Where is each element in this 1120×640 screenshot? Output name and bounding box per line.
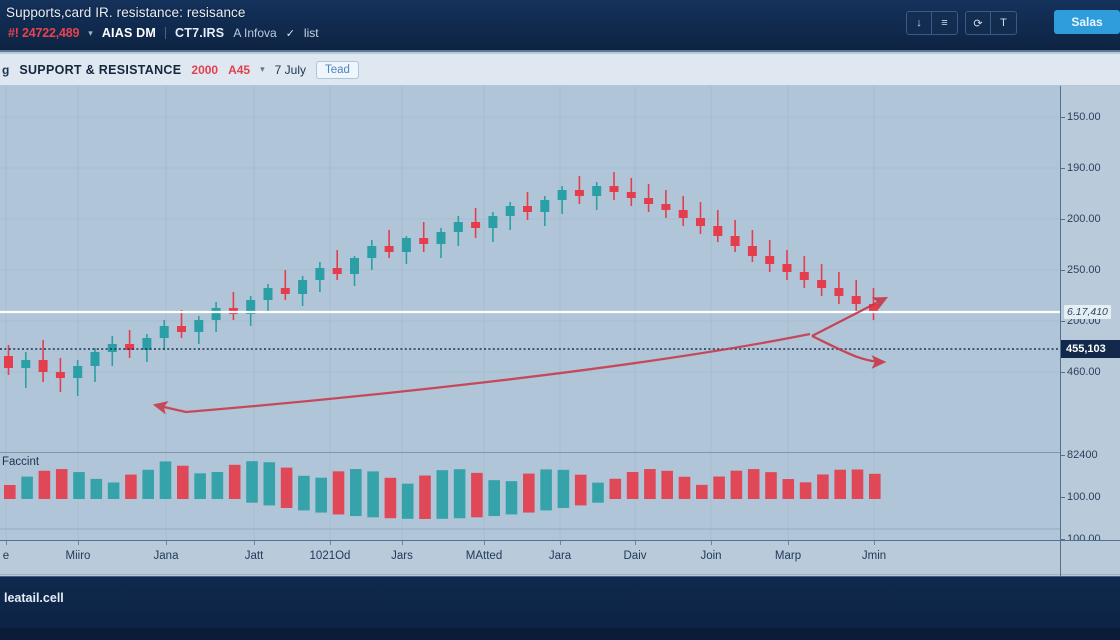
axis-tick-mark [874, 541, 875, 545]
tool-group-left: ↓ ≡ [906, 11, 958, 35]
time-axis-label: Join [700, 550, 722, 562]
price-axis-label: 200.00 [1067, 213, 1101, 225]
chart-subtoolbar: g SUPPORT & RESISTANCE 2000 A45 ▾ 7 July… [0, 54, 1120, 86]
time-axis-label: Jmin [861, 550, 887, 562]
subbar-chip-button[interactable]: Tead [316, 60, 359, 79]
text-icon[interactable]: T [1000, 17, 1007, 29]
axis-tick-mark [484, 541, 485, 545]
time-axis-label: Marp [774, 550, 802, 562]
instrument-symbol[interactable]: AIAS DM [101, 26, 156, 40]
price-axis-label: 250.00 [1067, 264, 1101, 276]
status-bottom-strip [0, 628, 1120, 640]
chevron-down-icon[interactable]: ▾ [260, 64, 265, 74]
price-axis[interactable]: 175.00150.00190.00200.00250.00200.00460.… [1060, 60, 1120, 545]
axis-tick-mark [1061, 539, 1065, 540]
current-price-tag[interactable]: 455,103 [1061, 340, 1120, 358]
subbar-prefix: g [2, 62, 10, 77]
axis-corner [1060, 540, 1120, 576]
volume-pane: Faccint [0, 452, 1060, 540]
axis-tick-mark [330, 541, 331, 545]
primary-action-button[interactable]: Salas [1054, 10, 1120, 34]
price-pane [0, 86, 1060, 452]
header-alt-text: A Infova [233, 26, 277, 40]
tool-group-right: ⟳ T [965, 11, 1017, 35]
axis-tick-mark [1061, 219, 1065, 220]
time-axis[interactable]: e Miiro Jana Jatt 1021Od Jars MAtted Jara Daiv Jo… [0, 540, 1120, 576]
subbar-date[interactable]: 7 July [274, 62, 306, 77]
axis-tick-mark [1061, 455, 1065, 456]
page-title: Supports,card IR. resistance: resisance [6, 5, 246, 20]
instrument-price: #! 24722,489 [8, 26, 80, 40]
axis-tick-mark [1061, 270, 1065, 271]
price-axis-label: 100.00 [1067, 491, 1101, 503]
list-icon[interactable]: ≡ [941, 17, 948, 29]
axis-tick-mark [711, 541, 712, 545]
time-axis-label: Jara [548, 550, 572, 562]
price-axis-label: 150.00 [1067, 111, 1101, 123]
status-text: leatail.cell [4, 591, 64, 605]
axis-tick-mark [1061, 497, 1065, 498]
axis-tick-mark [788, 541, 789, 545]
resistance-price-tag[interactable]: 6.17,410 [1064, 305, 1111, 319]
instrument-symbol-secondary[interactable]: CT7.IRS [175, 26, 225, 40]
price-axis-label: 460.00 [1067, 366, 1101, 378]
chevron-down-icon[interactable]: ▾ [88, 27, 93, 38]
volume-histogram [0, 453, 1060, 540]
axis-separator [0, 574, 1120, 575]
header-toolbar: ↓ ≡ ⟳ T [906, 11, 1024, 35]
volume-pane-label: Faccint [2, 456, 40, 468]
time-axis-label: Jatt [244, 550, 264, 562]
time-axis-label: Jana [153, 550, 179, 562]
header-list-label[interactable]: list [303, 26, 319, 40]
price-axis-label: 82400 [1067, 449, 1098, 461]
header-instrument-row: #! 24722,489 ▾ AIAS DM CT7.IRS A Infova … [8, 26, 319, 40]
divider [165, 27, 166, 39]
axis-tick-mark [78, 541, 79, 545]
status-bar: leatail.cell [0, 576, 1120, 640]
time-axis-label: Miiro [65, 550, 91, 562]
time-axis-label: Daiv [623, 550, 647, 562]
axis-tick-mark [560, 541, 561, 545]
axis-tick-mark [402, 541, 403, 545]
price-axis-label: 190.00 [1067, 162, 1101, 174]
axis-tick-mark [635, 541, 636, 545]
axis-tick-mark [1061, 372, 1065, 373]
time-axis-label: 1021Od [309, 550, 351, 562]
refresh-icon[interactable]: ⟳ [966, 12, 991, 34]
check-icon: ✓ [285, 27, 295, 40]
axis-tick-mark [1061, 321, 1065, 322]
app-header: Supports,card IR. resistance: resisance … [0, 0, 1120, 52]
candlestick-plot [0, 86, 1060, 452]
axis-tick-mark [6, 541, 7, 545]
chart-canvas[interactable]: Faccint [0, 86, 1060, 540]
axis-tick-mark [254, 541, 255, 545]
subbar-code[interactable]: A45 [228, 62, 251, 77]
time-axis-label: e [2, 550, 10, 562]
download-icon[interactable]: ↓ [907, 12, 932, 34]
chart-title: SUPPORT & RESISTANCE [19, 62, 182, 77]
axis-tick-mark [1061, 117, 1065, 118]
time-axis-label: MAtted [465, 550, 503, 562]
subbar-number: 2000 [191, 62, 219, 77]
time-axis-label: Jars [391, 550, 413, 562]
axis-tick-mark [166, 541, 167, 545]
axis-tick-mark [1061, 168, 1065, 169]
